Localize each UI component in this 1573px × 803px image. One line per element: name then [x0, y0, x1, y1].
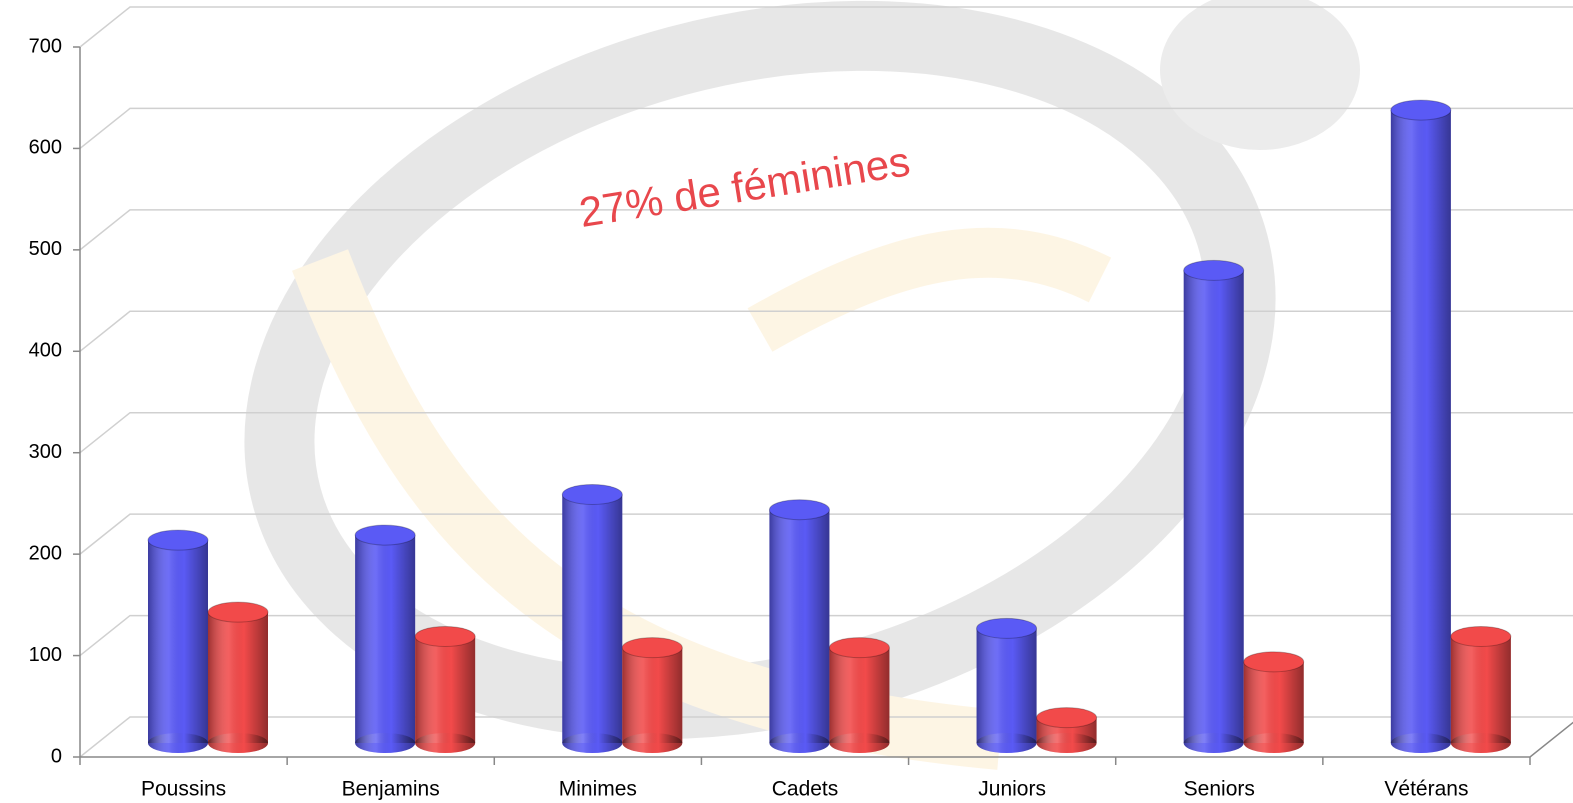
- y-tick-label: 600: [29, 137, 62, 159]
- grid-line: [79, 310, 1573, 352]
- cylinder: [976, 617, 1038, 753]
- bar-top: [207, 601, 269, 623]
- bar-shade: [355, 535, 416, 743]
- bar-shade: [1183, 270, 1244, 743]
- cylinder: [1036, 707, 1098, 753]
- grid-line: [79, 614, 1573, 657]
- cylinder: [1243, 651, 1305, 753]
- y-tick-label: 100: [29, 644, 62, 666]
- bar-top: [621, 637, 683, 659]
- annotation: 27% de féminines: [576, 137, 913, 236]
- bar-shade: [208, 612, 268, 743]
- grid-line: [79, 209, 1573, 251]
- bar-shade: [829, 647, 890, 743]
- bar-top: [147, 529, 209, 551]
- x-tick-label: Vétérans: [1384, 778, 1468, 801]
- x-tick-label: Benjamins: [342, 778, 440, 801]
- grid-line: [79, 411, 1573, 454]
- bar-shade: [622, 647, 683, 743]
- cylinder: [1450, 626, 1512, 753]
- bar-shade: [1390, 110, 1451, 744]
- grid-line: [79, 107, 1573, 150]
- x-tick-label: Poussins: [141, 778, 226, 801]
- y-tick-label: 400: [29, 340, 62, 362]
- bar-top: [976, 617, 1038, 639]
- bar-top: [1183, 259, 1245, 281]
- grid-line: [79, 513, 1573, 555]
- bar-shade: [769, 509, 830, 743]
- bar-top: [1390, 99, 1452, 121]
- cylinder: [1390, 99, 1452, 753]
- y-tick-label: 300: [29, 441, 62, 463]
- y-tick-label: 200: [29, 542, 62, 564]
- bar-shade: [1450, 636, 1511, 743]
- cylinder: [561, 484, 623, 753]
- y-tick-label: 0: [51, 745, 62, 767]
- bar-top: [414, 626, 476, 647]
- bar-top: [1450, 626, 1512, 647]
- y-tick-label: 700: [29, 35, 62, 57]
- cylinder: [828, 637, 890, 753]
- bar-shade: [148, 540, 208, 743]
- bar-top: [1243, 651, 1305, 673]
- cylinder: [1183, 259, 1245, 753]
- bar-top: [828, 637, 890, 659]
- bar-shade: [1243, 661, 1304, 743]
- x-tick-label: Minimes: [559, 778, 637, 801]
- x-tick-label: Seniors: [1184, 778, 1255, 801]
- bar-shade: [415, 636, 476, 743]
- x-tick-label: Cadets: [772, 778, 839, 801]
- bar-shade: [562, 494, 623, 743]
- cylinder: [147, 529, 209, 753]
- bar-top: [768, 499, 830, 521]
- grid-line: [79, 6, 1573, 48]
- y-tick-label: 500: [29, 238, 62, 260]
- cylinder: [768, 499, 830, 753]
- cylinder: [621, 637, 683, 753]
- bar-top: [1036, 707, 1098, 729]
- cylinder: [414, 626, 476, 753]
- cylinder: [354, 524, 416, 753]
- bar-shade: [976, 628, 1037, 743]
- bar-top: [354, 524, 416, 546]
- cylinder: [207, 601, 269, 753]
- bar-top: [561, 484, 623, 505]
- x-tick-label: Juniors: [978, 778, 1046, 801]
